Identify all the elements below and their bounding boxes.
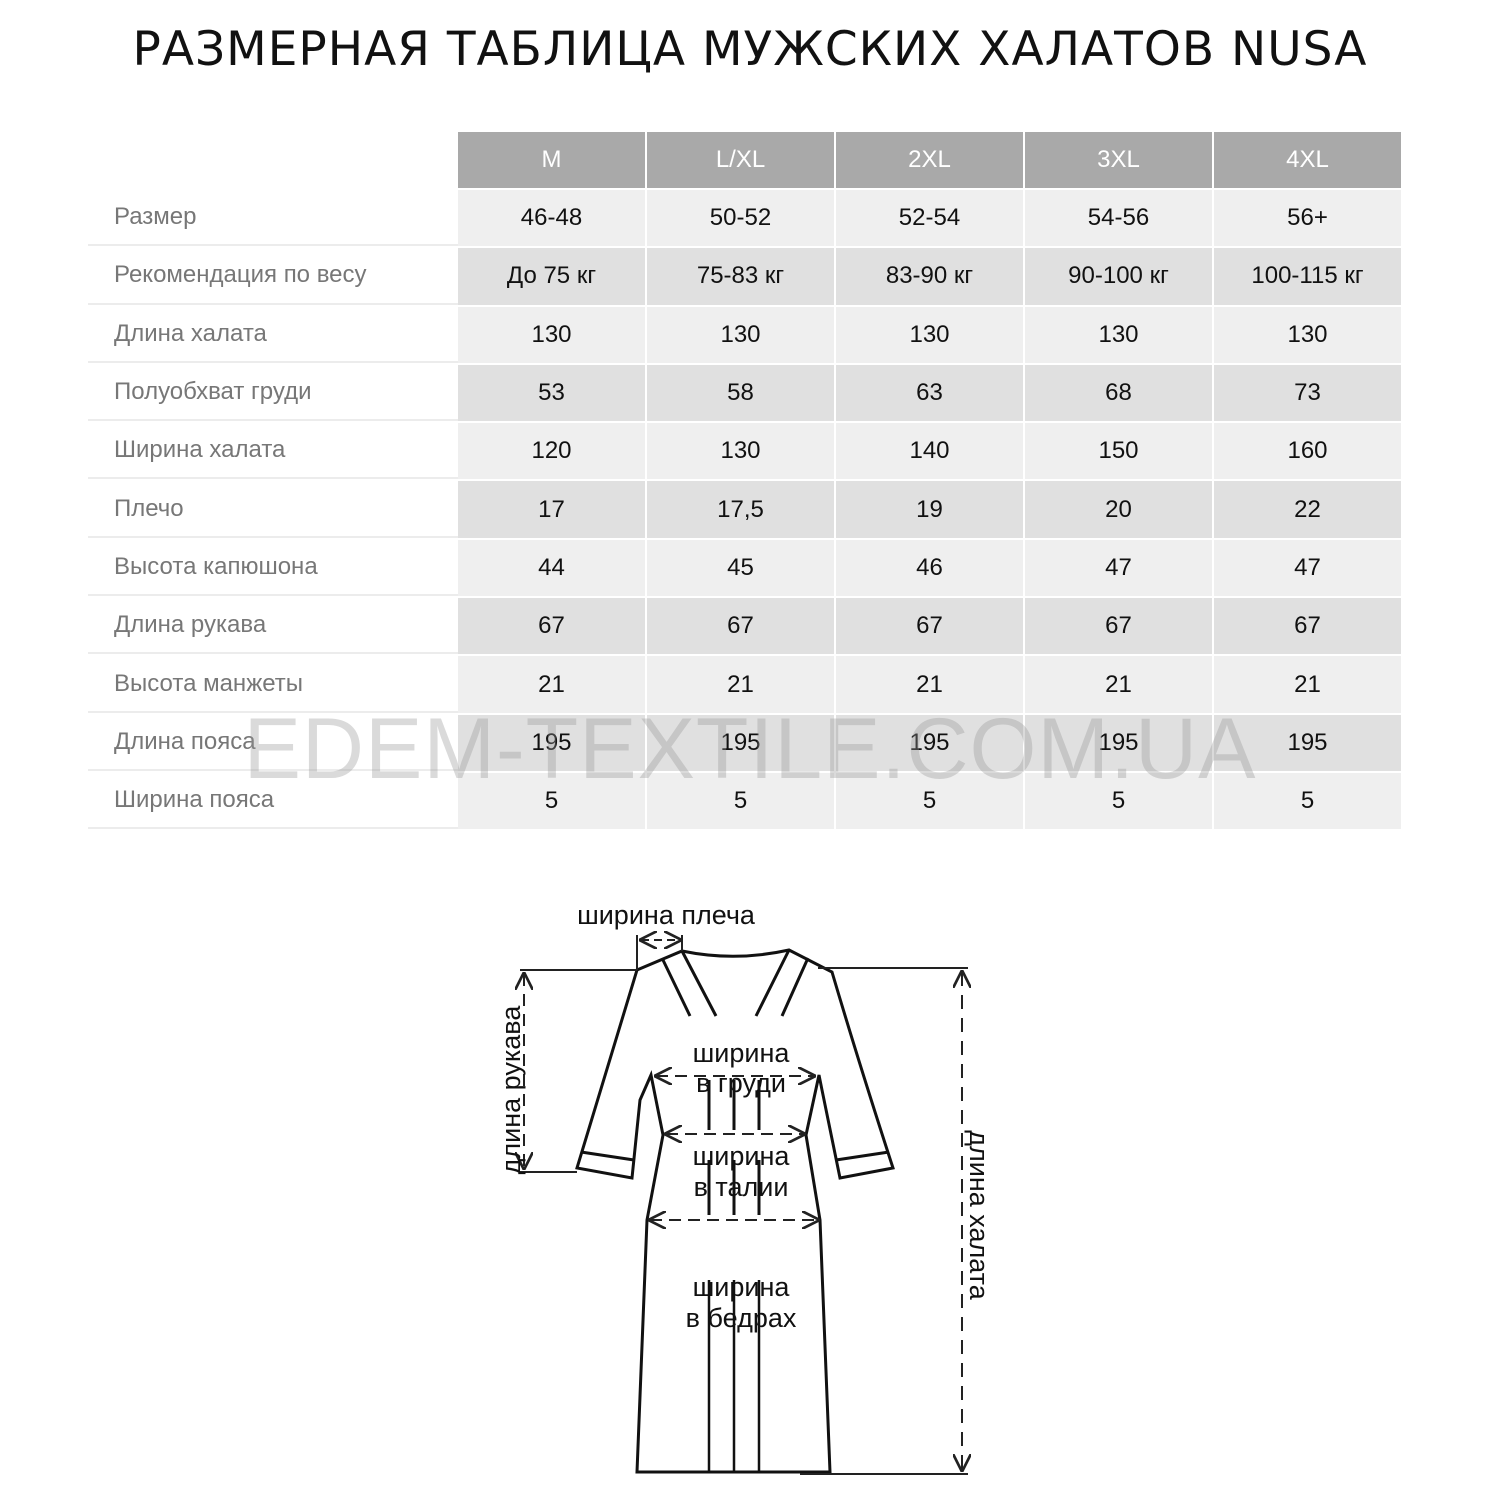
table-cell: 21 — [1025, 656, 1212, 713]
table-cell: 47 — [1214, 539, 1401, 597]
table-row: Полуобхват груди 53 58 63 68 73 — [88, 364, 1401, 422]
table-cell: 130 — [458, 306, 645, 363]
table-row: Ширина пояса 5 5 5 5 5 — [88, 772, 1401, 830]
label-chest-2: в груди — [696, 1068, 786, 1098]
table-cell: 5 — [458, 772, 645, 830]
label-waist: ширина — [693, 1141, 791, 1171]
table-cell: До 75 кг — [458, 248, 645, 305]
table-cell: 21 — [458, 656, 645, 713]
label-shoulder-width: ширина плеча — [577, 900, 756, 930]
table-cell: 5 — [1214, 772, 1401, 830]
table-cell: 5 — [1025, 772, 1212, 830]
table-cell: 130 — [836, 306, 1023, 363]
table-cell: 67 — [647, 598, 834, 655]
robe-outline — [575, 948, 895, 1474]
table-cell: 195 — [1214, 714, 1401, 771]
table-cell: 50-52 — [647, 190, 834, 247]
table-cell: 83-90 кг — [836, 248, 1023, 305]
size-table: M L/XL 2XL 3XL 4XL Размер 46-48 50-52 52-54… — [88, 132, 1401, 830]
table-cell: 100-115 кг — [1214, 248, 1401, 305]
row-label: Высота манжеты — [88, 656, 458, 713]
table-cell: 130 — [1025, 306, 1212, 363]
table-cell: 67 — [836, 598, 1023, 655]
table-row: Плечо 17 17,5 19 20 22 — [88, 481, 1401, 538]
table-cell: 21 — [647, 656, 834, 713]
page-title: РАЗМЕРНАЯ ТАБЛИЦА МУЖСКИХ ХАЛАТОВ NUSA — [132, 22, 1368, 77]
size-header: L/XL — [647, 132, 834, 188]
size-header: 2XL — [836, 132, 1023, 188]
table-cell: 150 — [1025, 423, 1212, 480]
row-label: Длина пояса — [88, 715, 458, 771]
size-header: 3XL — [1025, 132, 1212, 188]
table-cell: 46 — [836, 539, 1023, 597]
row-label: Полуобхват груди — [88, 365, 458, 422]
measure-lines — [520, 935, 968, 1475]
table-cell: 19 — [836, 481, 1023, 538]
row-label: Плечо — [88, 481, 458, 538]
row-label: Высота капюшона — [88, 540, 458, 597]
table-row: Рекомендация по весу До 75 кг 75-83 кг 83-9… — [88, 248, 1401, 305]
table-row: Высота манжеты 21 21 21 21 21 — [88, 656, 1401, 713]
row-label: Длина рукава — [88, 598, 458, 655]
table-cell: 90-100 кг — [1025, 248, 1212, 305]
table-cell: 53 — [458, 364, 645, 422]
table-cell: 44 — [458, 539, 645, 597]
table-cell: 68 — [1025, 364, 1212, 422]
table-row: Длина пояса 195 195 195 195 195 — [88, 714, 1401, 771]
row-label: Размер — [88, 190, 458, 247]
label-waist-2: в талии — [694, 1172, 789, 1202]
table-cell: 45 — [647, 539, 834, 597]
table-cell: 195 — [647, 714, 834, 771]
table-cell: 17,5 — [647, 481, 834, 538]
table-cell: 130 — [1214, 306, 1401, 363]
table-cell: 195 — [1025, 714, 1212, 771]
label-sleeve-length: длина рукава — [496, 1005, 526, 1175]
table-cell: 22 — [1214, 481, 1401, 538]
table-cell: 5 — [647, 772, 834, 830]
row-label: Длина халата — [88, 307, 458, 363]
table-cell: 46-48 — [458, 190, 645, 247]
table-cell: 5 — [836, 772, 1023, 830]
table-cell: 47 — [1025, 539, 1212, 597]
table-cell: 20 — [1025, 481, 1212, 538]
table-row: Высота капюшона 44 45 46 47 47 — [88, 539, 1401, 597]
row-label: Рекомендация по весу — [88, 248, 458, 305]
label-chest: ширина — [693, 1038, 791, 1068]
table-cell: 54-56 — [1025, 190, 1212, 247]
label-hips-2: в бедрах — [686, 1303, 797, 1333]
table-cell: 21 — [836, 656, 1023, 713]
label-hips: ширина — [693, 1272, 791, 1302]
table-row: Ширина халата 120 130 140 150 160 — [88, 423, 1401, 480]
table-cell: 73 — [1214, 364, 1401, 422]
table-cell: 75-83 кг — [647, 248, 834, 305]
table-cell: 130 — [647, 423, 834, 480]
table-cell: 21 — [1214, 656, 1401, 713]
table-cell: 130 — [647, 306, 834, 363]
row-label: Ширина халата — [88, 423, 458, 480]
table-cell: 67 — [1214, 598, 1401, 655]
label-robe-length: длина халата — [964, 1130, 994, 1300]
table-cell: 58 — [647, 364, 834, 422]
size-header-row: M L/XL 2XL 3XL 4XL — [88, 132, 1401, 188]
table-cell: 195 — [836, 714, 1023, 771]
size-header: 4XL — [1214, 132, 1401, 188]
table-cell: 160 — [1214, 423, 1401, 480]
table-cell: 67 — [1025, 598, 1212, 655]
table-cell: 120 — [458, 423, 645, 480]
table-cell: 52-54 — [836, 190, 1023, 247]
table-cell: 56+ — [1214, 190, 1401, 247]
size-header: M — [458, 132, 645, 188]
table-row: Длина рукава 67 67 67 67 67 — [88, 598, 1401, 655]
table-cell: 63 — [836, 364, 1023, 422]
table-cell: 195 — [458, 714, 645, 771]
table-cell: 17 — [458, 481, 645, 538]
table-row: Длина халата 130 130 130 130 130 — [88, 306, 1401, 363]
table-row: Размер 46-48 50-52 52-54 54-56 56+ — [88, 190, 1401, 247]
table-cell: 140 — [836, 423, 1023, 480]
table-cell: 67 — [458, 598, 645, 655]
row-label: Ширина пояса — [88, 773, 458, 830]
